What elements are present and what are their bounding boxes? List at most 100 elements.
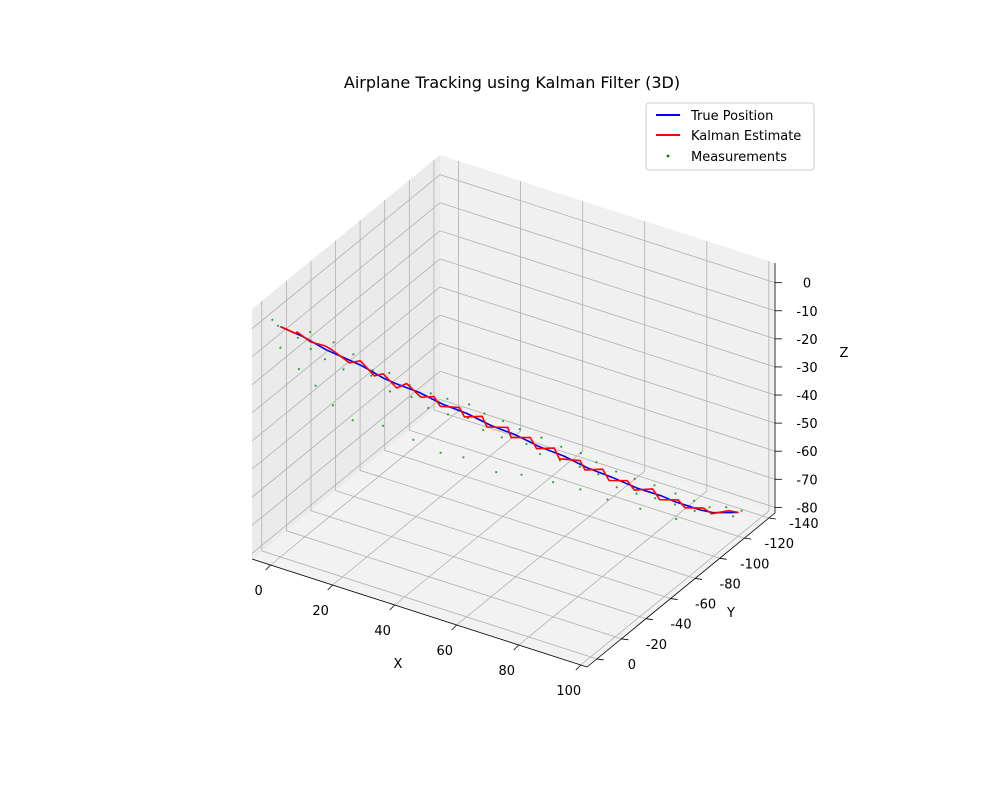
z-gridline [251,174,776,330]
measurements-point [296,336,299,339]
measurements-point [371,369,374,372]
measurements-point [279,346,282,349]
floor-pane [252,405,775,667]
measurements-point [342,368,345,371]
plot-area [271,318,743,521]
x-tick-label: 60 [436,644,453,659]
measurements-point [731,515,735,518]
y-tick-label: -100 [740,557,770,572]
measurements-point [740,509,743,512]
measurements-point [558,459,562,462]
measurements-point [468,403,471,406]
x-tick-label: 100 [556,684,581,699]
y-tick [768,517,776,520]
z-gridline [251,230,776,386]
measurements-point [446,413,450,416]
measurements-point [314,384,317,387]
measurements-point [708,506,711,509]
measurements-point [276,324,280,327]
x-gridline [456,221,646,626]
z-gridline [251,286,776,442]
measurements-point [370,374,373,377]
measurements-point [352,353,355,356]
y-tick-label: 0 [628,658,636,673]
z-tick-label: 0 [803,277,811,292]
x-tick [389,604,395,611]
measurements-point [309,347,312,351]
measurements-point [332,341,335,344]
x-tick [513,644,520,651]
y-tick [596,658,604,661]
left-pane [252,155,440,559]
measurements-point [693,499,696,502]
y-tick-label: -60 [695,598,716,613]
grid-lines [251,160,776,666]
measurements-point [518,428,521,431]
y-tick [670,598,678,600]
x-tick-label: 0 [254,584,262,599]
tick-labels: 0204060801000-20-40-60-80-100-120-1400-1… [254,277,818,699]
measurements-point [483,412,486,415]
measurements-point [595,461,598,464]
measurements-point [653,484,656,487]
measurements-point [710,512,713,515]
legend-box [645,102,815,171]
measurements-point [725,506,728,509]
x-tick-label: 20 [312,604,329,619]
measurements-point [427,406,430,410]
axis-panes [252,155,775,667]
x-tick [265,564,271,571]
y-tick [744,537,752,540]
measurements-point [271,318,274,321]
measurements-point [552,481,555,484]
y-gridline [285,280,622,640]
measurements-point [429,392,432,395]
x-gridline [332,181,521,586]
x-tick-label: 80 [498,664,515,679]
measurements-point [500,436,503,439]
measurements-point [381,424,385,427]
measurements-point [323,358,327,361]
z-tick-label: -20 [796,333,817,348]
y-tick-label: -20 [646,638,667,653]
measurements-point [408,384,411,387]
measurements-point [597,473,600,476]
y-tick-label: -40 [670,618,691,633]
y-gridline [384,200,720,559]
measurements-point [615,470,618,473]
y-tick [695,578,703,580]
y-tick [645,618,654,621]
z-gridline [251,258,776,414]
y-tick-label: -80 [720,577,741,592]
legend-kalman-estimate-label: Kalman Estimate [691,129,801,144]
z-tick-label: -60 [796,445,817,460]
y-tick-label: -120 [765,537,795,552]
z-tick-label: -30 [796,361,817,376]
measurements-point [439,451,442,454]
z-tick-label: -10 [796,305,817,320]
y-gridline [335,240,671,599]
measurements-point [579,488,582,491]
measurements-point [502,419,505,423]
measurements-point [482,428,485,432]
x-gridline [580,261,770,666]
y-gridline [408,180,745,539]
measurements-point [633,477,636,480]
z-gridline [251,314,776,470]
measurements-point [351,419,354,422]
measurements-point [539,452,542,456]
z-gridline [251,202,776,358]
x-axis-line [251,558,588,668]
legend-measurements-label: Measurements [691,150,787,165]
y-gridline [310,260,647,620]
measurements-point [388,390,391,393]
measurements-point [674,492,677,495]
measurements-point [331,404,334,407]
x-tick [327,584,333,591]
x-gridline [394,201,584,606]
z-tick-label: -70 [796,473,817,488]
measurements-point [540,436,543,439]
kalman-estimate-line [280,325,739,515]
z-tick-label: -40 [796,389,817,404]
